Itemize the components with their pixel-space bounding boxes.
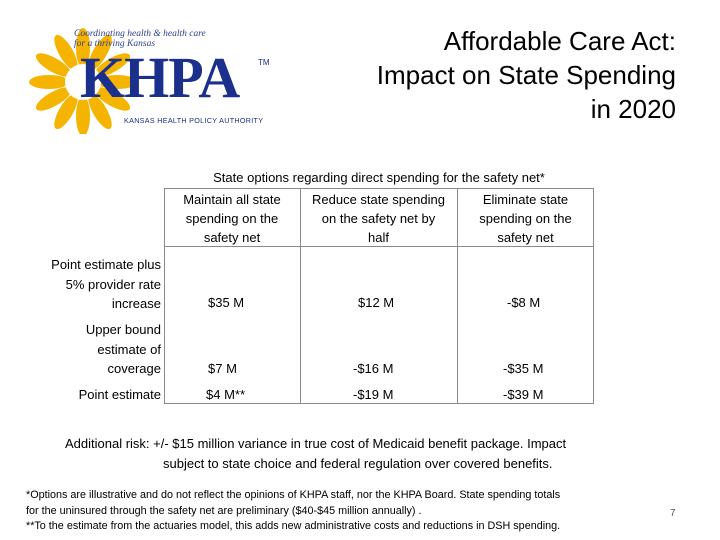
- title-line: in 2020: [590, 94, 676, 124]
- logo-authority: KANSAS HEALTH POLICY AUTHORITY: [124, 116, 264, 125]
- trademark: TM: [258, 58, 270, 67]
- column-header-reduce: Reduce state spending on the safety net …: [312, 192, 445, 245]
- spending-table: [164, 188, 594, 404]
- footnote-line: *Options are illustrative and do not ref…: [26, 489, 561, 501]
- table-cell: $35 M: [208, 295, 245, 310]
- logo-tagline: Coordinating health & health care for a …: [74, 29, 264, 49]
- footnote-line: for the uninsured through the safety net…: [26, 504, 422, 517]
- row-label-plus-provider-rate: Point estimate plus 5% provider rate inc…: [51, 257, 161, 311]
- column-header-maintain: Maintain all state spending on the safet…: [183, 192, 281, 245]
- tagline-line: Coordinating health & health care: [74, 29, 206, 39]
- additional-risk-note: Additional risk: +/- $15 million varianc…: [65, 434, 665, 474]
- table-cell: -$16 M: [353, 361, 394, 376]
- table-cell: -$19 M: [353, 387, 394, 402]
- sun-icon: [29, 28, 137, 134]
- tagline-line: for a thriving Kansas: [74, 39, 156, 49]
- table-cell: $4 M**: [206, 387, 246, 402]
- column-header-eliminate: Eliminate state spending on the safety n…: [479, 192, 572, 245]
- table-cell: -$35 M: [503, 361, 544, 376]
- column-divider: [457, 188, 458, 404]
- column-divider: [300, 188, 301, 404]
- table-cell: -$8 M: [507, 295, 541, 310]
- page-number: 7: [670, 508, 676, 519]
- table-header: State options regarding direct spending …: [213, 170, 545, 185]
- table-cell: $12 M: [358, 295, 395, 310]
- title-line: Impact on State Spending: [376, 60, 676, 90]
- row-label-point-estimate: Point estimate: [78, 387, 161, 402]
- logo-name: KHPA: [80, 45, 240, 110]
- risk-line: subject to state choice and federal regu…: [163, 456, 553, 471]
- slide-title: Affordable Care Act: Impact on State Spe…: [276, 24, 676, 126]
- title-line: Affordable Care Act:: [443, 26, 676, 56]
- footnote-line: **To the estimate from the actuaries mod…: [26, 520, 561, 533]
- table-cell: $7 M: [208, 361, 237, 376]
- row-label-upper-bound: Upper bound estimate of coverage: [85, 322, 161, 376]
- risk-line: Additional risk: +/- $15 million varianc…: [65, 436, 567, 451]
- row-divider: [164, 246, 594, 247]
- footnotes: *Options are illustrative and do not ref…: [26, 488, 676, 535]
- table-cell: -$39 M: [503, 387, 544, 402]
